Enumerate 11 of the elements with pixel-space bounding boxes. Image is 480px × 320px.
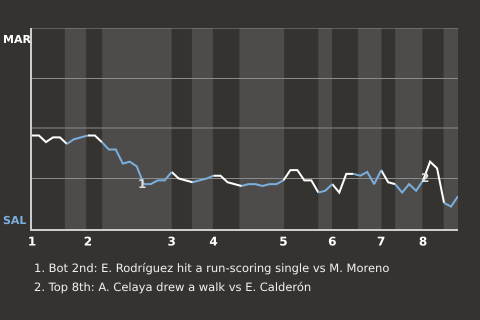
- text: SAL: [3, 214, 26, 227]
- x-tick-label: 7: [377, 234, 386, 248]
- x-tick-label: 8: [418, 234, 428, 248]
- x-tick-label: 3: [167, 234, 176, 248]
- x-tick-label: 6: [328, 234, 336, 248]
- text: 1. Bot 2nd: E. Rodríguez hit a run-scoring single vs M. Moreno: [34, 261, 390, 275]
- x-tick-label: 2: [84, 234, 92, 248]
- text: 2. Top 8th: A. Celaya drew a walk vs E. Calderón: [34, 280, 312, 294]
- x-tick-label: 5: [279, 234, 288, 248]
- x-tick-label: 4: [209, 234, 218, 248]
- x-tick-label: 1: [28, 234, 36, 248]
